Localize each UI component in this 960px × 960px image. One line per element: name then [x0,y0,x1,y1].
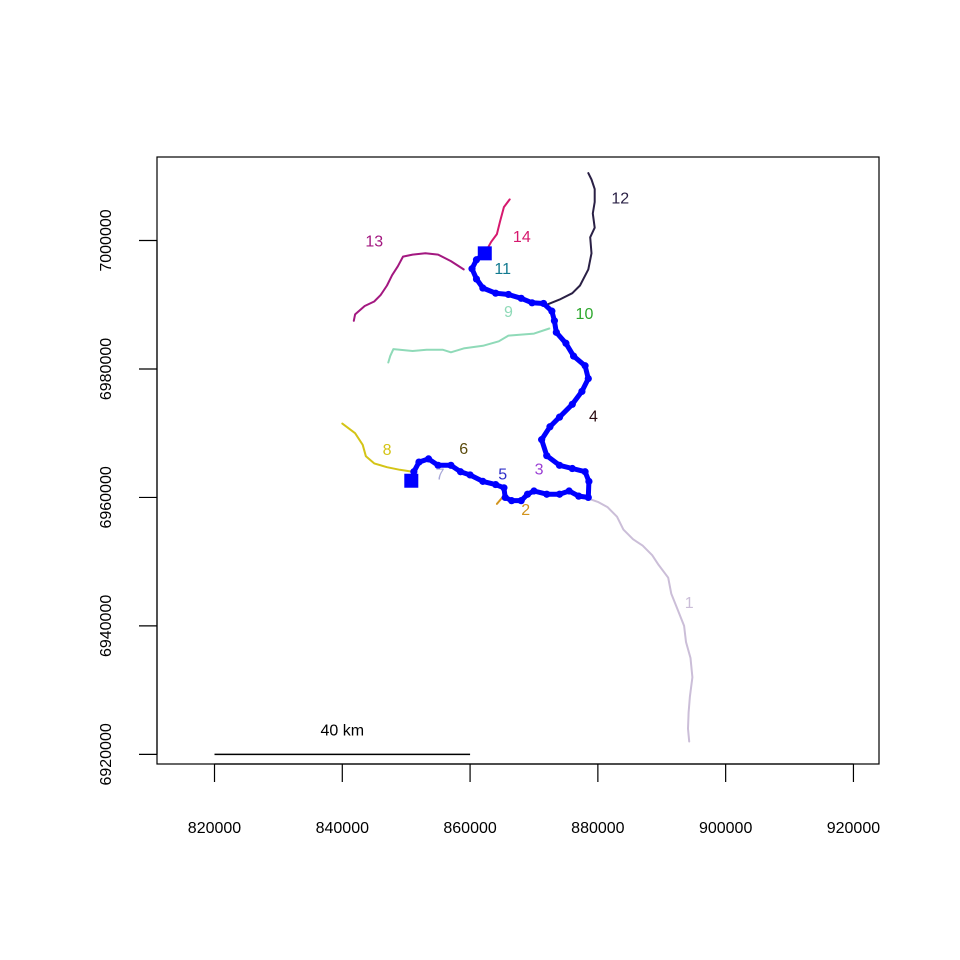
main-channel-point [479,477,487,485]
y-axis: 6920000 6940000 6960000 6980000 7000000 [98,209,158,786]
series-line-14 [483,198,511,255]
main-channel-point [555,461,564,469]
series-line-13 [352,252,465,322]
series-line-12 [545,172,596,306]
x-tick-label: 880000 [571,820,624,837]
main-channel-point [501,493,509,502]
main-channel-point [584,493,592,502]
y-tick-label: 7000000 [98,209,115,271]
main-channel-point [479,284,487,292]
main-channel-point [578,387,586,396]
main-channel-point [543,452,551,460]
main-channel-point [523,490,532,498]
main-channel-point [575,492,583,500]
main-channel-point [530,487,538,495]
series-line-9 [387,327,551,364]
endpoint-markers [404,246,492,488]
x-tick-label: 900000 [699,820,752,837]
main-channel-point [492,480,500,489]
x-tick-label: 920000 [827,820,880,837]
main-channel-point [508,497,516,505]
main-channel-point [415,458,423,466]
main-channel-point [492,289,500,297]
series-label-14: 14 [513,229,531,246]
main-channel-point [456,468,465,476]
scale-bar: 40 km [214,722,471,756]
main-channel-point [543,490,551,498]
y-tick-label: 6960000 [98,466,115,528]
series-label-3: 3 [535,461,544,478]
series-label-8: 8 [383,442,392,459]
main-channel-point [548,307,556,315]
main-channel-point [565,487,573,495]
main-channel-point [434,461,442,469]
scale-bar-label: 40 km [321,722,365,739]
main-channel-point [472,275,481,283]
series-label-7: 7 [436,466,445,483]
main-channel-point [552,328,560,336]
main-channel-point [466,471,474,479]
endpoint-start-marker [404,473,419,488]
series-label-12: 12 [611,190,629,207]
main-channel-point [546,423,554,431]
endpoint-end-marker [477,246,492,261]
main-channel-point [555,413,564,421]
main-channel-point [500,484,508,492]
y-tick-label: 6920000 [98,723,115,785]
x-tick-label: 860000 [443,820,496,837]
main-channel-point [581,468,589,476]
series-label-9: 9 [504,304,513,321]
main-channel-point [562,339,570,347]
x-axis: 820000 840000 860000 880000 900000 920000 [188,763,880,837]
tributary-lines [341,172,694,743]
main-channel-point [468,265,476,273]
main-channel-point [584,375,592,383]
main-channel-point [568,464,576,473]
series-label-10: 10 [576,306,594,323]
main-channel-point [550,317,559,325]
main-channel-point [555,490,564,498]
main-channel-point [517,294,525,302]
main-channel-point [504,290,513,299]
main-channel-point [569,352,578,360]
x-tick-label: 840000 [316,820,369,837]
main-channel-point [528,299,536,307]
main-channel-point [424,455,433,463]
main-channel-point [581,362,589,370]
series-line-8 [341,422,414,473]
x-tick-label: 820000 [188,820,241,837]
series-line-1 [584,496,694,743]
main-channel-point [568,400,576,408]
main-channel-point [410,468,418,476]
series-label-11: 11 [494,261,511,278]
main-channel-point [539,299,548,308]
main-channel-point [517,497,525,505]
series-label-2: 2 [521,502,530,519]
series-label-6: 6 [459,441,468,458]
series-label-4: 4 [589,409,598,426]
main-channel-point [585,477,593,485]
series-label-5: 5 [498,466,507,483]
main-channel-point [538,436,546,444]
series-label-1: 1 [685,595,694,612]
series-label-13: 13 [365,233,383,250]
main-channel-point [447,461,455,469]
y-tick-label: 6980000 [98,338,115,400]
y-tick-label: 6940000 [98,595,115,657]
